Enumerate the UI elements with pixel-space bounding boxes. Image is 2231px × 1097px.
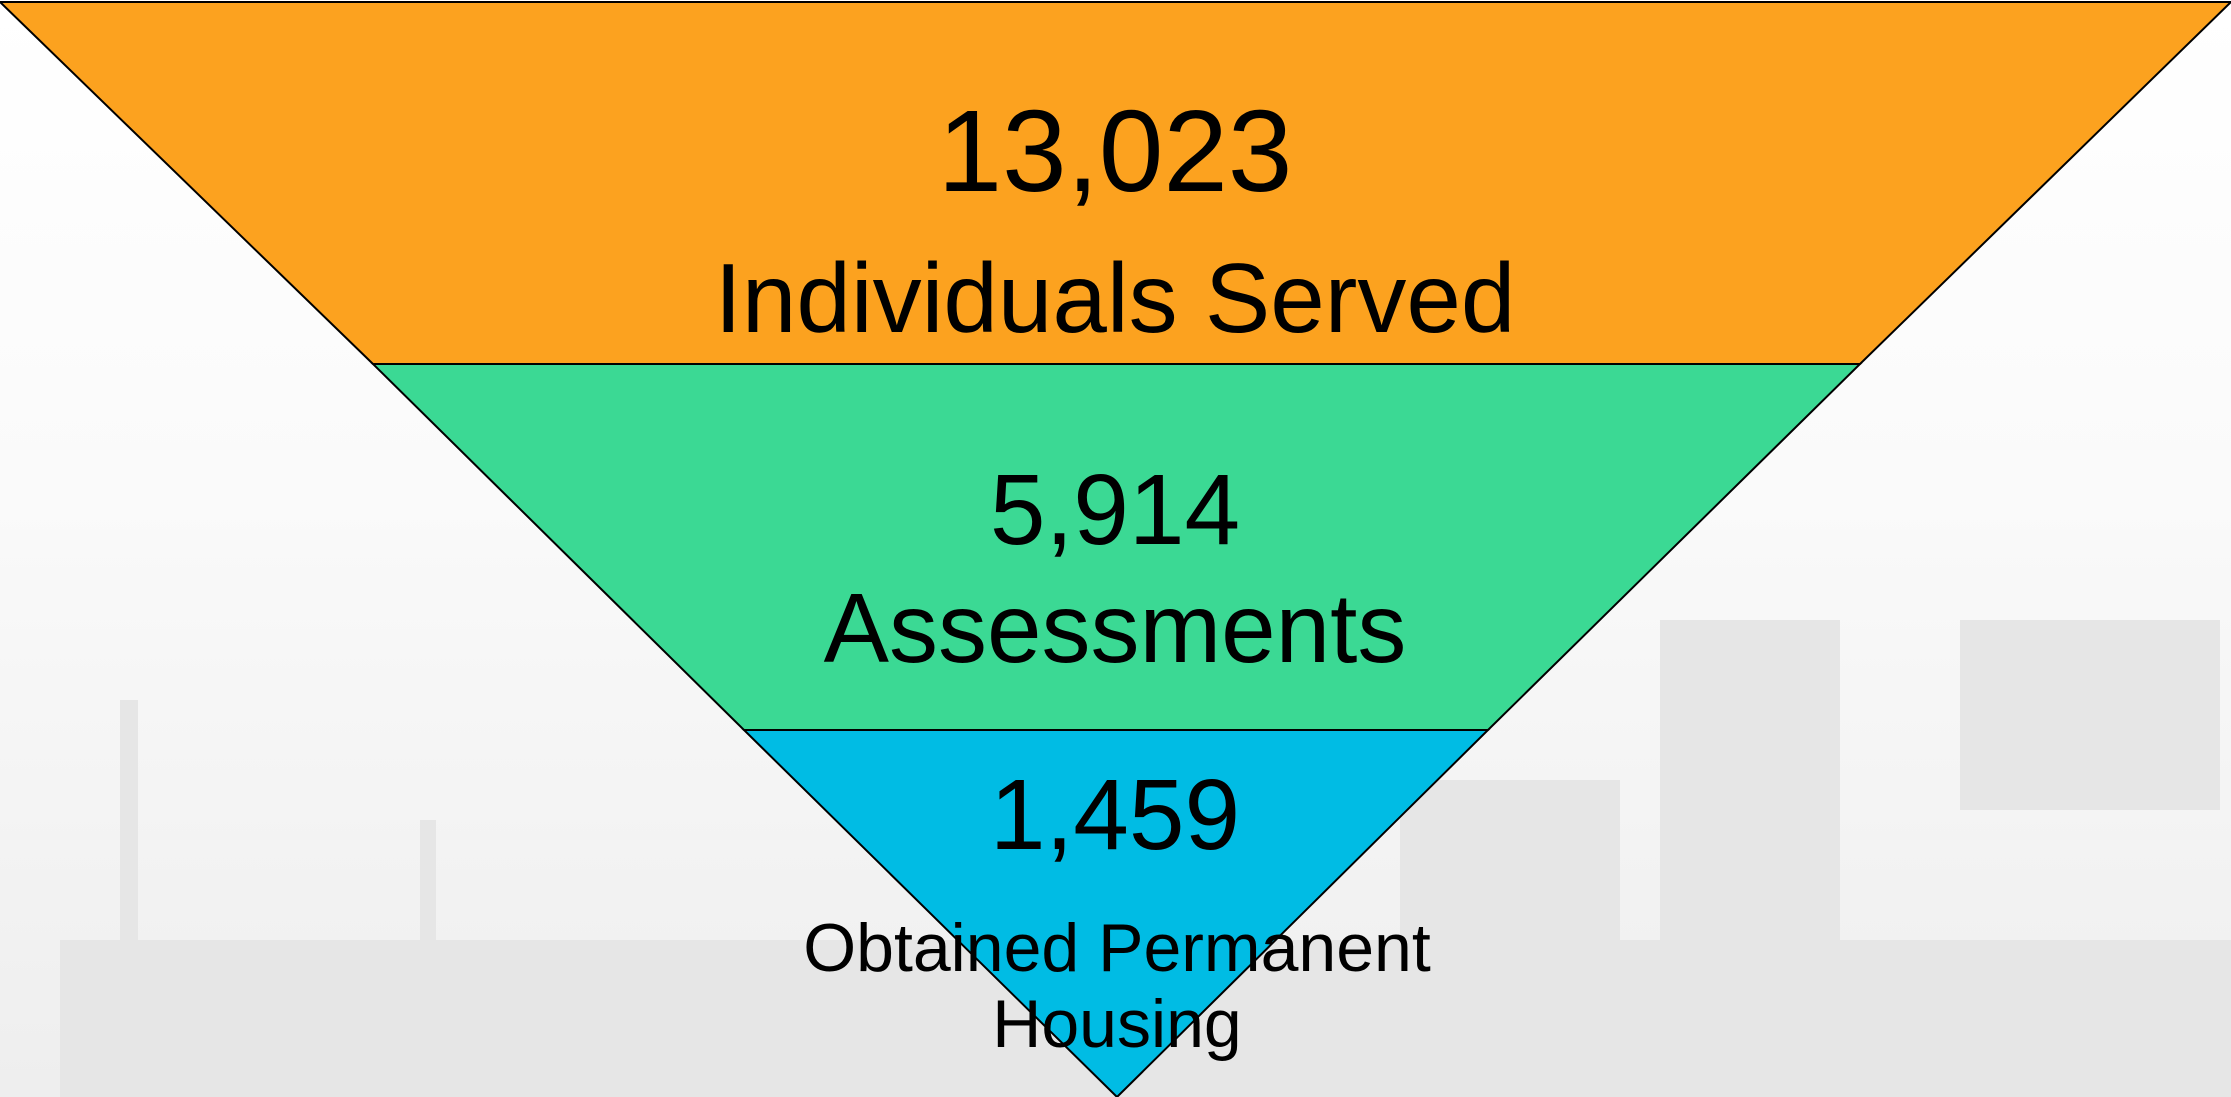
wind-turbine	[120, 700, 138, 960]
stage-value: 5,914	[815, 455, 1415, 565]
stage-value: 13,023	[715, 88, 1515, 216]
stage-label: Individuals Served	[515, 245, 1715, 353]
crate	[1960, 620, 2220, 810]
page: 13,023 Individuals Served 5,914 Assessme…	[0, 0, 2231, 1097]
stage-label: Obtained Permanent Housing	[757, 910, 1477, 1062]
wind-turbine	[420, 820, 436, 980]
tower	[1660, 620, 1840, 1097]
stage-label: Assessments	[615, 575, 1615, 683]
stage-value: 1,459	[865, 760, 1365, 870]
